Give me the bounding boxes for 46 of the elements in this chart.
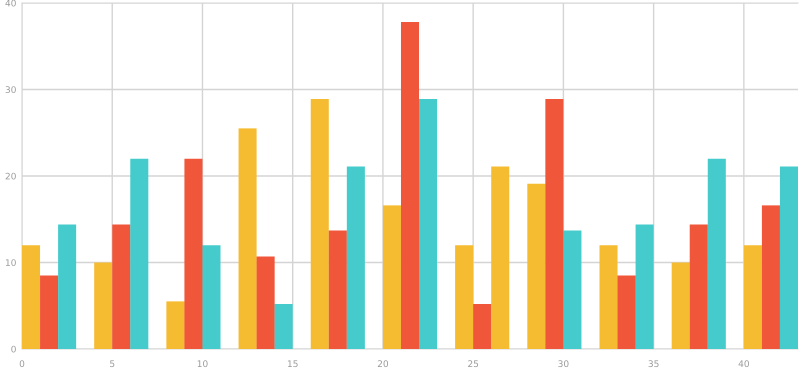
bar [256,256,275,349]
bar [690,224,708,349]
x-tick-label: 15 [288,360,298,368]
bar [112,224,130,349]
x-tick-label: 35 [648,360,659,368]
bar [22,245,40,349]
bar [310,99,329,349]
bar [527,184,546,349]
bar [599,245,618,349]
bar [40,275,58,349]
y-tick-label: 0 [11,346,16,353]
bar [184,158,202,349]
bar [545,99,564,349]
bar [762,205,780,349]
bar [382,205,401,349]
bar [58,224,76,349]
x-tick-label: 30 [558,360,569,368]
bar [94,262,112,349]
x-tick-label: 25 [468,360,478,368]
bar [328,230,347,349]
bar [672,262,690,349]
y-tick-label: 30 [6,86,16,94]
x-tick-label: 20 [378,360,388,368]
x-tick-label: 0 [20,360,24,368]
bar [780,166,798,349]
bar [130,158,148,349]
y-tick-label: 20 [6,172,16,180]
x-tick-label: 10 [198,360,208,368]
bar [744,245,762,349]
bar [274,304,293,349]
bar [400,22,420,349]
bar [419,99,438,349]
x-tick-label: 40 [738,360,750,368]
bar [563,230,582,349]
bar [166,301,184,349]
x-tick-label: 5 [110,360,114,368]
bar [455,245,474,349]
bar [238,128,257,349]
bar [618,275,636,349]
bar [202,245,221,349]
bar [473,304,492,349]
bar [636,224,654,349]
y-tick-label: 40 [5,0,16,7]
bar [346,166,365,349]
y-tick-label: 10 [6,259,16,266]
bar [708,158,726,349]
